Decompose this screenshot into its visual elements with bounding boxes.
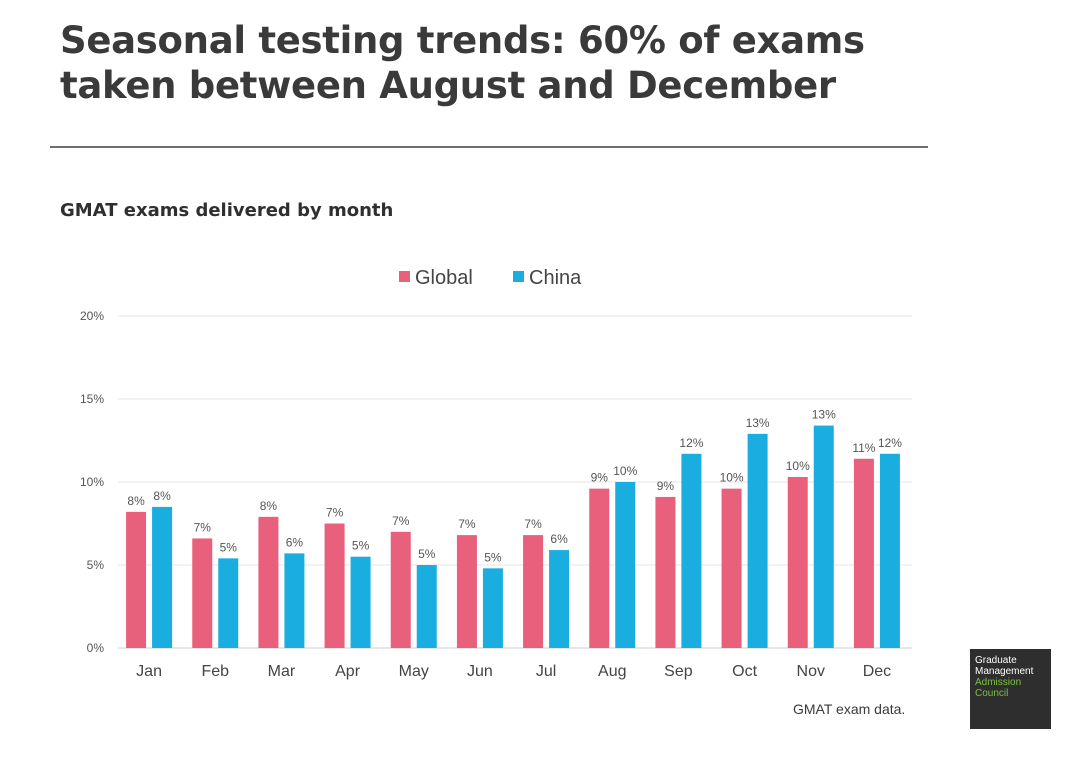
logo-line-3: Admission: [975, 677, 1022, 688]
x-tick-label: Jun: [467, 663, 493, 680]
data-label-global: 10%: [786, 459, 810, 473]
bar-china-apr: [350, 556, 371, 648]
data-label-china: 12%: [878, 436, 902, 450]
legend-label-china: China: [529, 267, 582, 289]
bar-global-nov: [787, 477, 808, 648]
x-tick-label: Sep: [664, 663, 693, 680]
logo-line-4: Council: [975, 688, 1009, 699]
bar-china-jun: [482, 568, 503, 648]
data-label-china: 5%: [418, 547, 436, 561]
x-tick-label: Feb: [201, 663, 229, 680]
bar-global-dec: [853, 458, 874, 648]
bar-global-feb: [192, 538, 213, 648]
data-label-global: 9%: [591, 471, 609, 485]
data-label-global: 7%: [326, 506, 344, 520]
y-tick-label: 20%: [80, 309, 104, 323]
x-tick-label: May: [399, 663, 429, 680]
y-tick-label: 0%: [87, 641, 105, 655]
bar-global-oct: [721, 488, 742, 648]
x-tick-label: Jul: [536, 663, 556, 680]
bar-china-jul: [549, 550, 570, 648]
y-tick-label: 10%: [80, 475, 104, 489]
bar-china-oct: [747, 433, 768, 648]
gmac-logo: Graduate Management Admission Council: [970, 649, 1051, 729]
x-tick-label: Dec: [863, 663, 891, 680]
x-tick-label: Aug: [598, 663, 626, 680]
data-label-global: 10%: [720, 471, 744, 485]
data-label-china: 6%: [550, 532, 568, 546]
headline-line-1: Seasonal testing trends: 60% of exams: [60, 19, 865, 62]
bar-china-may: [416, 565, 437, 648]
logo-line-2: Management: [975, 666, 1034, 677]
bar-global-jul: [523, 535, 544, 648]
bar-global-jun: [456, 535, 477, 648]
data-label-global: 9%: [657, 479, 675, 493]
data-label-china: 12%: [679, 436, 703, 450]
x-tick-label: Nov: [797, 663, 825, 680]
bar-china-nov: [813, 425, 834, 648]
data-label-global: 7%: [392, 514, 410, 528]
bar-china-feb: [218, 558, 239, 648]
y-tick-label: 5%: [87, 558, 105, 572]
logo-line-1: Graduate: [975, 655, 1017, 666]
bar-global-sep: [655, 496, 676, 648]
data-label-global: 7%: [194, 520, 212, 534]
data-label-china: 13%: [812, 408, 836, 422]
source-note: GMAT exam data.: [793, 701, 906, 717]
x-tick-label: Jan: [136, 663, 162, 680]
data-label-global: 7%: [524, 517, 542, 531]
data-label-china: 13%: [746, 416, 770, 430]
bar-china-mar: [284, 553, 305, 648]
data-label-global: 11%: [852, 441, 875, 455]
headline: Seasonal testing trends: 60% of exams ta…: [60, 18, 920, 108]
bar-china-jan: [152, 506, 173, 648]
bar-global-mar: [258, 516, 279, 648]
data-label-china: 8%: [153, 489, 171, 503]
data-label-china: 5%: [352, 539, 370, 553]
bar-global-apr: [324, 523, 345, 648]
x-tick-label: Oct: [732, 663, 757, 680]
data-label-china: 6%: [286, 535, 304, 549]
divider: [50, 146, 928, 148]
y-tick-label: 15%: [80, 392, 104, 406]
data-label-global: 8%: [127, 494, 145, 508]
x-tick-label: Apr: [335, 663, 361, 680]
bar-china-sep: [681, 453, 702, 648]
data-label-china: 5%: [484, 550, 502, 564]
data-label-china: 10%: [613, 464, 637, 478]
bar-china-aug: [615, 482, 636, 648]
legend-swatch-global: [399, 271, 410, 282]
bar-global-may: [390, 531, 411, 648]
data-label-global: 8%: [260, 499, 278, 513]
data-label-global: 7%: [458, 517, 476, 531]
bar-global-aug: [589, 488, 610, 648]
chart-title: GMAT exams delivered by month: [60, 200, 394, 221]
headline-line-2: taken between August and December: [60, 64, 836, 107]
data-label-china: 5%: [220, 540, 238, 554]
legend-label-global: Global: [415, 267, 473, 289]
bar-global-jan: [126, 511, 147, 648]
x-tick-label: Mar: [268, 663, 296, 680]
legend-swatch-china: [513, 271, 524, 282]
bar-china-dec: [879, 453, 900, 648]
